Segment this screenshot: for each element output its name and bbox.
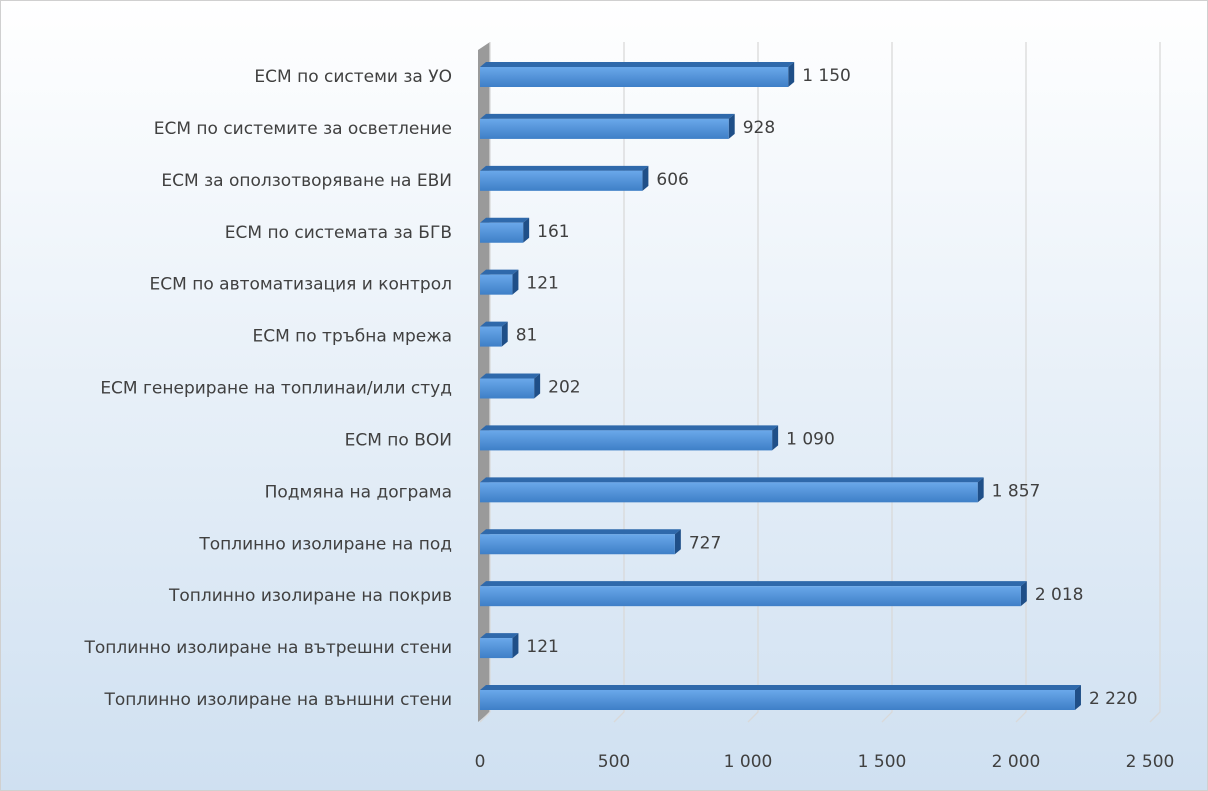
bar	[480, 482, 978, 503]
bar-side	[977, 477, 984, 503]
x-tick-label: 500	[598, 752, 630, 772]
y-tick-label: Топлинно изолиране на покрив	[168, 586, 452, 606]
bar-top	[480, 685, 1081, 690]
bar	[480, 534, 675, 555]
x-tick-label: 1 500	[858, 752, 907, 772]
grid-line	[479, 42, 491, 723]
data-label: 2 018	[1035, 585, 1084, 605]
x-tick-label: 0	[475, 752, 486, 772]
bar	[480, 378, 535, 399]
data-label: 928	[743, 118, 775, 138]
bar-side	[512, 633, 519, 659]
bar	[480, 690, 1075, 710]
y-tick-label: ЕСМ за оползотворяване на ЕВИ	[161, 171, 452, 191]
bar-side	[1020, 581, 1027, 607]
x-tick-label: 2 000	[992, 752, 1041, 772]
data-label: 1 150	[802, 66, 851, 86]
bar-side	[501, 321, 508, 347]
data-label: 606	[656, 170, 688, 190]
bar	[480, 67, 789, 87]
bar-top	[480, 217, 530, 223]
data-label: 202	[548, 378, 580, 398]
x-tick-label: 2 500	[1126, 752, 1175, 772]
bar-side	[534, 373, 541, 399]
data-label: 121	[526, 637, 558, 657]
bar-side	[788, 62, 795, 87]
y-tick-label: ЕСМ по автоматизация и контрол	[150, 275, 452, 295]
bar-top	[480, 477, 984, 483]
data-label: 727	[689, 533, 721, 553]
grid-line	[747, 42, 759, 723]
bar-side	[674, 529, 681, 555]
bar-top	[480, 113, 735, 119]
bar	[480, 118, 729, 139]
bar	[480, 586, 1021, 607]
bar-side	[642, 165, 649, 191]
data-label: 121	[526, 274, 558, 294]
data-label: 2 220	[1089, 689, 1138, 709]
y-tick-label: Топлинно изолиране на външни стени	[103, 690, 452, 710]
y-tick-label: ЕСМ по ВОИ	[345, 430, 452, 450]
bar	[480, 274, 513, 295]
y-tick-label: ЕСМ генериране на топлинаи/или студ	[100, 379, 452, 399]
grid-line	[613, 42, 625, 723]
y-tick-label: ЕСМ по системите за осветление	[154, 119, 452, 139]
bar-top	[480, 425, 779, 431]
bar-top	[480, 165, 649, 171]
data-label: 161	[537, 222, 569, 242]
bar-side	[512, 269, 519, 295]
bar-top	[480, 581, 1027, 587]
bar	[480, 326, 502, 347]
y-tick-label: ЕСМ по тръбна мрежа	[252, 327, 452, 347]
bar	[480, 222, 524, 243]
grid-line	[881, 42, 893, 723]
x-tick-label: 1 000	[724, 752, 773, 772]
bar-side	[1074, 685, 1081, 710]
grid-line	[1149, 42, 1161, 723]
bar-top	[480, 529, 681, 535]
data-label: 1 857	[992, 481, 1041, 501]
bar-top	[480, 62, 795, 67]
bar-side	[523, 217, 530, 243]
y-tick-label: Подмяна на дограма	[265, 482, 452, 502]
bar	[480, 170, 643, 191]
bar	[480, 638, 513, 659]
bar	[480, 430, 773, 451]
bar-top	[480, 633, 519, 639]
y-tick-label: ЕСМ по системата за БГВ	[225, 223, 452, 243]
data-label: 81	[516, 326, 538, 346]
data-label: 1 090	[786, 429, 835, 449]
bar-side	[728, 113, 735, 139]
bar-top	[480, 373, 541, 379]
bar-top	[480, 269, 519, 275]
y-tick-label: Топлинно изолиране на под	[198, 534, 452, 554]
bar-top	[480, 321, 508, 327]
bar-side	[772, 425, 779, 451]
y-tick-label: Топлинно изолиране на вътрешни стени	[83, 638, 452, 658]
y-tick-label: ЕСМ по системи за УО	[254, 67, 452, 87]
grid-line	[1015, 42, 1027, 723]
